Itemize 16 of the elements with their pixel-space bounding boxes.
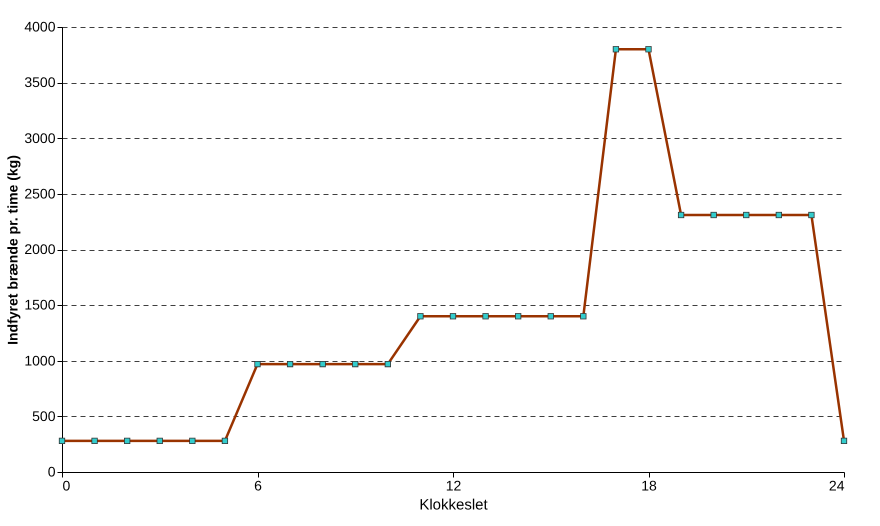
y-tick-label: 2500 [24,185,56,202]
y-tick-label: 3000 [24,130,56,146]
y-tick-label: 3500 [24,74,56,90]
x-tick-label: 12 [446,478,462,494]
x-tick-label: 0 [62,478,70,494]
y-tick-label: 1000 [24,352,56,368]
y-tick-label: 0 [48,464,56,480]
x-tick-label: 24 [828,478,845,494]
y-axis-title: Indfyret brænde pr. time (kg) [4,155,20,345]
x-tick-label: 6 [254,478,262,494]
y-tick-label: 4000 [24,18,56,34]
y-tick-label: 1500 [24,296,56,313]
y-tick-label: 500 [32,408,56,424]
x-axis-title: Klokkeslet [419,496,489,514]
x-tick-label: 18 [641,478,657,494]
y-tick-label: 2000 [24,241,56,257]
